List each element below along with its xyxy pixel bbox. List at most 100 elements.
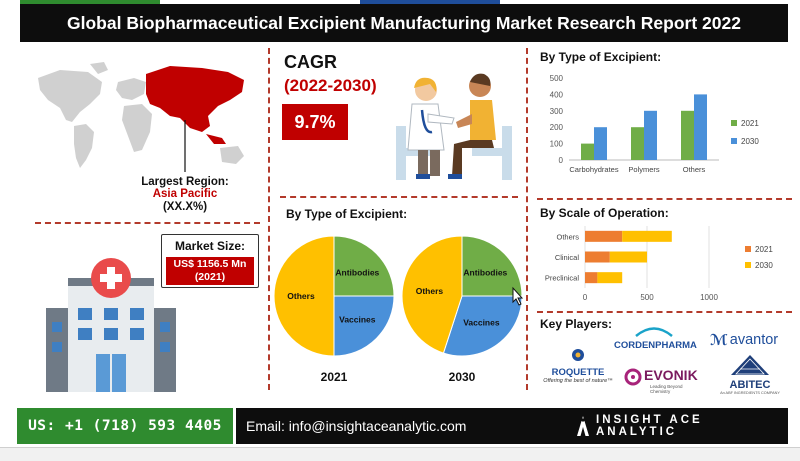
y-tick-label: 500 [550, 74, 564, 83]
region-label: Largest Region: [141, 176, 229, 188]
doctor-patient-illustration [396, 73, 512, 180]
pie-slice-others-2021 [273, 235, 335, 357]
pie-label: Antibodies [463, 268, 507, 278]
pie-label: Others [287, 291, 315, 301]
pie-slice-vaccines-2021 [333, 295, 395, 357]
legend-label: 2030 [755, 261, 773, 270]
footer-email: Email: info@insightaceanalytic.com [236, 408, 566, 444]
x-tick-label: Carbohydrates [569, 165, 618, 174]
map-asia-pacific [146, 66, 244, 144]
bar-2021-polymers [631, 127, 644, 160]
logo-cordenpharma: CORDENPHARMA [614, 324, 697, 351]
hbar-2021-others [585, 230, 623, 242]
footer-brand: INSIGHT ACE ANALYTIC [596, 414, 703, 438]
legend-swatch-2030 [731, 138, 737, 144]
logo-abitec: ABITEC An ABF INGREDIENTS COMPANY [718, 354, 782, 400]
pie-slice-vaccines-2030 [442, 295, 523, 357]
legend-label: 2021 [741, 119, 759, 128]
bar-2030-carbohydrates [594, 127, 607, 160]
divider-right-1 [537, 198, 792, 200]
map-continents-grey [38, 62, 244, 168]
pie-section-title: By Type of Excipient: [286, 207, 408, 221]
divider-right-2 [537, 311, 792, 313]
footer-brand-area: INSIGHT ACE ANALYTIC [566, 408, 788, 444]
cordenpharma-swoosh-icon [635, 327, 673, 337]
x-tick-label: 0 [583, 293, 588, 302]
legend-label: 2021 [755, 245, 773, 254]
market-size-value-box: US$ 1156.5 Mn (2021) [166, 257, 254, 285]
pie-label: Vaccines [339, 314, 376, 324]
market-size-value: US$ 1156.5 Mn [173, 258, 247, 270]
scale-bar-chart: 0 500 1000 Others Clinical Preclinical 2021 203… [545, 226, 773, 302]
pie-label: Antibodies [335, 268, 379, 278]
y-tick-label: 0 [559, 156, 564, 165]
pie-slice-antibodies-2030 [461, 235, 523, 297]
divider-vertical-2 [526, 48, 528, 390]
pie-year-label: 2030 [449, 370, 476, 384]
evonik-text: EVONIK [644, 367, 698, 383]
accent-strip-right [360, 0, 500, 6]
logo-evonik: EVONIK Leading Beyond Chemistry [624, 366, 704, 394]
region-value: Asia Pacific [152, 188, 218, 200]
hbar-2030-preclinical [597, 272, 623, 284]
x-tick-label: 500 [640, 293, 654, 302]
evonik-tagline: Leading Beyond Chemistry [650, 384, 683, 394]
market-size-year: (2021) [194, 271, 226, 283]
bar-2021-others [681, 110, 694, 160]
divider-vertical-1 [268, 48, 270, 390]
cagr-title: CAGR [284, 52, 337, 72]
abitec-text: ABITEC [729, 379, 771, 391]
logo-avantor: ℳ avantor [710, 330, 792, 350]
hospital-icon [46, 258, 176, 392]
pie-year-label: 2021 [321, 370, 348, 384]
bar-2030-polymers [644, 110, 657, 160]
evonik-swirl-icon [624, 368, 642, 386]
legend-swatch-2021 [745, 246, 751, 252]
y-tick-label: 200 [550, 123, 564, 132]
y-tick-label: Others [556, 232, 579, 241]
avantor-text: avantor [729, 332, 779, 348]
roquette-tagline: Offering the best of nature™ [543, 378, 613, 384]
hbar-2030-others [622, 230, 672, 242]
avantor-mark-icon: ℳ [710, 332, 728, 349]
hbar-chart-title: By Scale of Operation: [540, 206, 669, 220]
hbar-2021-preclinical [585, 272, 598, 284]
logo-roquette: ROQUETTE Offering the best of nature™ [540, 348, 616, 388]
y-tick-label: Clinical [555, 253, 580, 262]
pie-slice-others-2030 [401, 235, 463, 354]
legend-swatch-2030 [745, 262, 751, 268]
divider-middle [280, 196, 518, 198]
abitec-tagline: An ABF INGREDIENTS COMPANY [720, 391, 780, 395]
cagr-period: (2022-2030) [284, 76, 377, 95]
abitec-triangle-icon [731, 355, 769, 375]
y-tick-label: Preclinical [545, 274, 580, 283]
bar-chart-title: By Type of Excipient: [540, 50, 662, 64]
report-title: Global Biopharmaceutical Excipient Manuf… [20, 4, 788, 42]
cagr-value: 9.7% [282, 104, 348, 140]
pie-label: Others [416, 286, 444, 296]
roquette-text: ROQUETTE [551, 367, 605, 378]
footer-phone: US: +1 (718) 593 4405 [17, 408, 233, 444]
accent-strip-left [20, 0, 160, 6]
hbar-2030-clinical [609, 251, 647, 263]
pie-charts: Antibodies Vaccines Others 2021 Antibodies Va… [273, 235, 524, 384]
hbar-2021-clinical [585, 251, 610, 263]
x-tick-label: 1000 [700, 293, 718, 302]
y-tick-label: 300 [550, 107, 564, 116]
legend-swatch-2021 [731, 120, 737, 126]
market-size-card: Market Size: US$ 1156.5 Mn (2021) [161, 234, 259, 288]
type-bar-chart: 0 100 200 300 400 500 Carbohydrates Polymers Oth… [550, 74, 760, 174]
y-tick-label: 400 [550, 90, 564, 99]
bar-2021-carbohydrates [581, 143, 594, 160]
insight-ace-logo-icon [577, 416, 589, 436]
pie-slice-antibodies-2021 [333, 235, 395, 297]
divider-left [35, 222, 260, 224]
key-players-title: Key Players: [540, 317, 613, 331]
market-size-label: Market Size: [174, 239, 246, 253]
legend-label: 2030 [741, 137, 759, 146]
x-tick-label: Others [683, 165, 706, 174]
pie-label: Vaccines [463, 318, 500, 328]
mouse-cursor-icon [512, 286, 524, 306]
world-map [38, 62, 244, 172]
x-tick-label: Polymers [628, 165, 660, 174]
